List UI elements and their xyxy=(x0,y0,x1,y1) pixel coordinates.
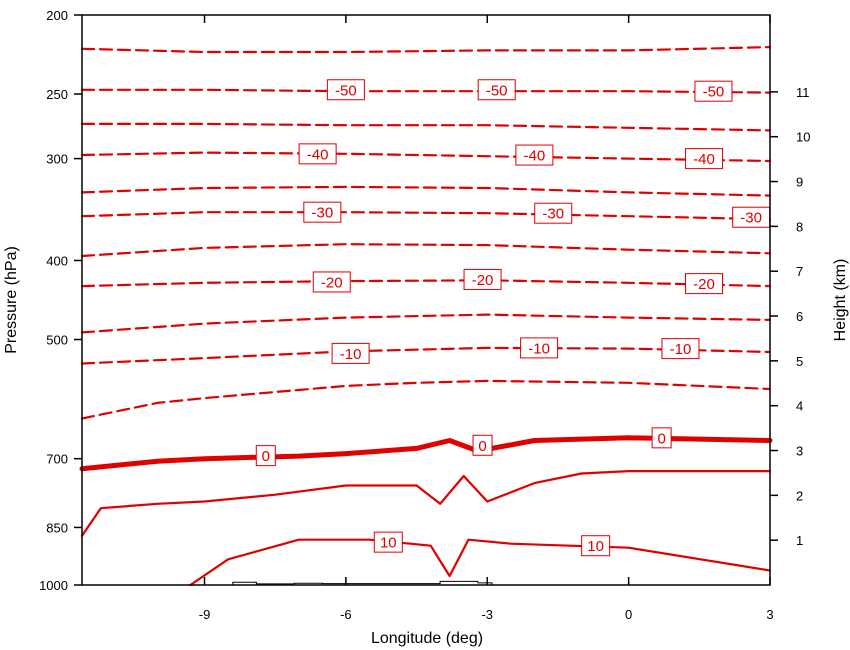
contour-label: -50 xyxy=(486,82,508,99)
contour-label: -30 xyxy=(740,210,762,227)
contour-label: -10 xyxy=(528,340,550,357)
contour-line xyxy=(80,279,772,288)
contour-label-box xyxy=(331,342,370,364)
contour-label: -20 xyxy=(321,274,343,291)
contour-line xyxy=(189,538,772,587)
terrain-line xyxy=(232,580,493,585)
contour-label: -20 xyxy=(693,276,715,293)
right-y-axis-ticks: 1 2 3 4 5 6 7 8 9 10 11 xyxy=(770,85,810,548)
contour-line xyxy=(80,313,772,334)
contour-line xyxy=(79,435,773,472)
y-right-tick-label: 1 xyxy=(796,533,803,548)
y-left-tick-label: 500 xyxy=(46,333,68,348)
contour-label-box xyxy=(373,531,403,553)
contour-labels: -50 -50 -50 -40 -40 -40 -30 -30 -30 -20 -20 -20 -10 -… xyxy=(255,79,771,557)
contour-label-box xyxy=(472,434,493,456)
contour-label-box xyxy=(685,148,724,170)
contour-label: -40 xyxy=(307,146,329,163)
x-tick-label: -3 xyxy=(481,607,493,622)
y-left-tick-label: 200 xyxy=(46,8,68,23)
contour-line xyxy=(80,243,772,258)
y-left-tick-label: 400 xyxy=(46,253,68,268)
y-right-tick-label: 6 xyxy=(796,309,803,324)
y-right-tick-label: 11 xyxy=(796,85,810,100)
x-tick-label: -9 xyxy=(199,607,211,622)
terrain-outline xyxy=(232,580,493,585)
contour-label-box xyxy=(694,80,733,102)
contour-line xyxy=(80,470,772,537)
contour-label-box xyxy=(515,144,554,166)
contour-label: 0 xyxy=(262,448,270,465)
contour-label-box xyxy=(520,337,559,359)
contour-label-box xyxy=(477,79,516,101)
contour-label-box xyxy=(685,273,724,295)
contour-label: 10 xyxy=(380,535,397,552)
contour-lines xyxy=(79,45,773,587)
y-right-tick-label: 4 xyxy=(796,399,803,414)
contour-label: -50 xyxy=(703,84,725,101)
left-y-axis-ticks: 200 250 300 400 500 700 850 1000 xyxy=(39,8,82,593)
contour-line xyxy=(80,379,772,420)
y-left-tick-label: 300 xyxy=(46,152,68,167)
contour-line xyxy=(80,151,772,163)
x-axis-ticks: -9 -6 -3 0 3 xyxy=(199,15,774,622)
contour-line xyxy=(80,211,772,221)
y-left-tick-label: 850 xyxy=(46,520,68,535)
contour-label: 0 xyxy=(657,430,665,447)
contour-label-box xyxy=(581,535,611,557)
contour-label-box xyxy=(651,427,672,449)
contour-label: -50 xyxy=(335,82,357,99)
contour-label-box xyxy=(255,445,276,467)
contour-label-box xyxy=(463,268,502,290)
y-right-tick-label: 10 xyxy=(796,130,810,145)
y-right-tick-label: 8 xyxy=(796,219,803,234)
contour-line xyxy=(80,88,772,94)
plot-frame xyxy=(81,14,771,586)
contour-label-box xyxy=(312,271,351,293)
contour-label: -30 xyxy=(542,206,564,223)
y-right-tick-label: 2 xyxy=(796,488,803,503)
x-axis-title: Longitude (deg) xyxy=(371,630,483,647)
contour-line xyxy=(80,185,772,197)
contour-line xyxy=(80,45,772,54)
contour-label: -40 xyxy=(693,151,715,168)
contour-label-box xyxy=(303,201,342,223)
right-y-axis-title: Height (km) xyxy=(832,259,849,342)
left-y-axis-title: Pressure (hPa) xyxy=(3,246,20,354)
x-tick-label: 0 xyxy=(625,607,632,622)
contour-label: -10 xyxy=(670,341,692,358)
contour-label: 0 xyxy=(478,438,486,455)
contour-label-box xyxy=(298,143,337,165)
contour-label-box xyxy=(534,202,573,224)
x-tick-label: -6 xyxy=(340,607,352,622)
contour-label: -40 xyxy=(524,148,546,165)
contour-label: 10 xyxy=(587,538,604,555)
y-left-tick-label: 700 xyxy=(46,452,68,467)
contour-label-box xyxy=(661,338,700,360)
y-left-tick-label: 1000 xyxy=(39,578,68,593)
contour-label: -10 xyxy=(340,346,362,363)
contour-label-box xyxy=(326,79,365,101)
contour-label: -30 xyxy=(311,205,333,222)
y-right-tick-label: 7 xyxy=(796,264,803,279)
y-right-tick-label: 5 xyxy=(796,354,803,369)
contour-line xyxy=(80,122,772,132)
y-right-tick-label: 3 xyxy=(796,444,803,459)
contour-label: -20 xyxy=(472,272,494,289)
x-tick-label: 3 xyxy=(766,607,773,622)
y-left-tick-label: 250 xyxy=(46,87,68,102)
y-right-tick-label: 9 xyxy=(796,175,803,190)
contour-line xyxy=(80,346,772,365)
